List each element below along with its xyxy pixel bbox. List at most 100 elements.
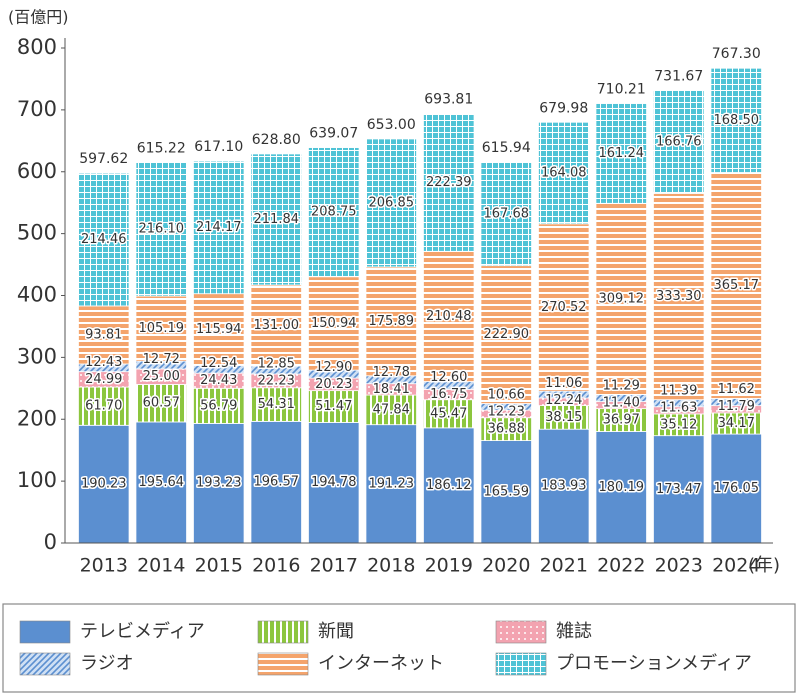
legend-swatch xyxy=(495,620,547,644)
x-tick-label: 2020 xyxy=(482,555,530,577)
bar-segment xyxy=(365,266,417,377)
legend-label: テレビメディア xyxy=(80,621,205,642)
data-label: 105.19 xyxy=(139,321,185,336)
data-label: 214.46 xyxy=(81,232,127,247)
legend-swatch xyxy=(19,652,71,676)
data-label: 12.23 xyxy=(488,405,525,420)
x-unit-label: (年) xyxy=(748,555,780,576)
legend-box xyxy=(2,603,796,693)
data-label: 10.66 xyxy=(488,388,525,403)
legend-label: 新聞 xyxy=(318,621,354,642)
bar-segment xyxy=(78,386,130,426)
data-label: 12.60 xyxy=(430,370,467,385)
x-tick-label: 2015 xyxy=(195,555,243,577)
data-label: 20.23 xyxy=(315,377,352,392)
total-label: 615.22 xyxy=(137,140,186,156)
bar-segment xyxy=(653,193,705,401)
total-label: 597.62 xyxy=(79,151,128,167)
bar-segment xyxy=(250,387,302,422)
bar-segment xyxy=(595,202,647,395)
data-label: 164.08 xyxy=(541,166,587,181)
data-label: 165.59 xyxy=(484,484,530,499)
y-tick-label: 0 xyxy=(44,530,57,554)
bar-segment xyxy=(365,424,417,544)
x-tick-label: 2013 xyxy=(80,555,128,577)
legend-label: インターネット xyxy=(318,653,444,674)
data-label: 166.76 xyxy=(656,134,702,149)
total-label: 653.00 xyxy=(367,117,416,133)
x-tick-label: 2021 xyxy=(540,555,588,577)
data-label: 11.39 xyxy=(660,383,697,398)
data-label: 12.72 xyxy=(143,352,180,367)
data-label: 51.47 xyxy=(315,399,352,414)
bar-segment xyxy=(653,89,705,194)
data-label: 190.23 xyxy=(81,477,127,492)
data-label: 11.79 xyxy=(718,399,755,414)
data-label: 12.43 xyxy=(85,355,122,370)
bar-segment xyxy=(710,433,762,544)
data-label: 24.99 xyxy=(85,372,122,387)
bar-segment xyxy=(480,440,532,544)
bar-segment xyxy=(538,223,590,392)
data-label: 11.62 xyxy=(718,382,755,397)
bar-segment xyxy=(308,276,360,371)
legend-swatch xyxy=(257,620,309,644)
bar-segment xyxy=(595,431,647,544)
data-label: 47.84 xyxy=(373,402,410,417)
data-label: 12.78 xyxy=(373,365,410,380)
bar-segment xyxy=(135,161,187,297)
data-label: 11.63 xyxy=(660,400,697,415)
data-label: 176.05 xyxy=(714,481,760,496)
x-tick-label: 2016 xyxy=(252,555,300,577)
data-label: 45.47 xyxy=(430,406,467,421)
data-label: 180.19 xyxy=(599,480,645,495)
data-label: 222.90 xyxy=(484,327,530,342)
bar-segment xyxy=(135,295,187,362)
data-label: 150.94 xyxy=(311,316,357,331)
bar-segment xyxy=(250,420,302,544)
bar-segment xyxy=(423,113,475,252)
bar-segment xyxy=(78,172,130,307)
total-label: 615.94 xyxy=(482,140,531,156)
total-label: 693.81 xyxy=(424,92,473,108)
total-label: 639.07 xyxy=(309,126,358,142)
data-label: 161.24 xyxy=(599,146,645,161)
bar-segment xyxy=(193,387,245,424)
y-tick-label: 300 xyxy=(17,344,57,368)
data-label: 25.00 xyxy=(143,369,180,384)
y-tick-label: 100 xyxy=(17,468,57,492)
y-tick-label: 600 xyxy=(17,159,57,183)
data-label: 22.23 xyxy=(258,373,295,388)
data-label: 183.93 xyxy=(541,479,587,494)
data-label: 206.85 xyxy=(369,195,415,210)
data-label: 131.00 xyxy=(254,318,300,333)
x-tick-label: 2019 xyxy=(425,555,473,577)
data-label: 12.90 xyxy=(315,360,352,375)
data-label: 38.15 xyxy=(545,410,582,425)
data-label: 216.10 xyxy=(139,222,185,237)
data-label: 214.17 xyxy=(196,220,242,235)
x-tick-label: 2018 xyxy=(367,555,415,577)
data-label: 12.24 xyxy=(545,393,582,408)
data-label: 208.75 xyxy=(311,205,357,220)
data-label: 12.54 xyxy=(200,356,237,371)
x-tick-label: 2022 xyxy=(597,555,645,577)
y-tick-label: 700 xyxy=(17,97,57,121)
data-label: 61.70 xyxy=(85,399,122,414)
data-label: 167.68 xyxy=(484,206,530,221)
data-label: 11.06 xyxy=(545,376,582,391)
legend-label: プロモーションメディア xyxy=(556,653,752,674)
data-label: 194.78 xyxy=(311,475,357,490)
data-label: 365.17 xyxy=(714,278,760,293)
bar-segment xyxy=(423,399,475,429)
bar-segment xyxy=(193,160,245,295)
bar-segment xyxy=(365,394,417,426)
total-label: 767.30 xyxy=(712,46,761,62)
x-tick-label: 2017 xyxy=(310,555,358,577)
data-label: 56.79 xyxy=(200,398,237,413)
x-tick-label: 2024 xyxy=(712,555,760,577)
data-label: 54.31 xyxy=(258,397,295,412)
y-unit-label: (百億円) xyxy=(8,8,69,27)
bar-segment xyxy=(423,250,475,382)
bar-segment xyxy=(710,67,762,173)
